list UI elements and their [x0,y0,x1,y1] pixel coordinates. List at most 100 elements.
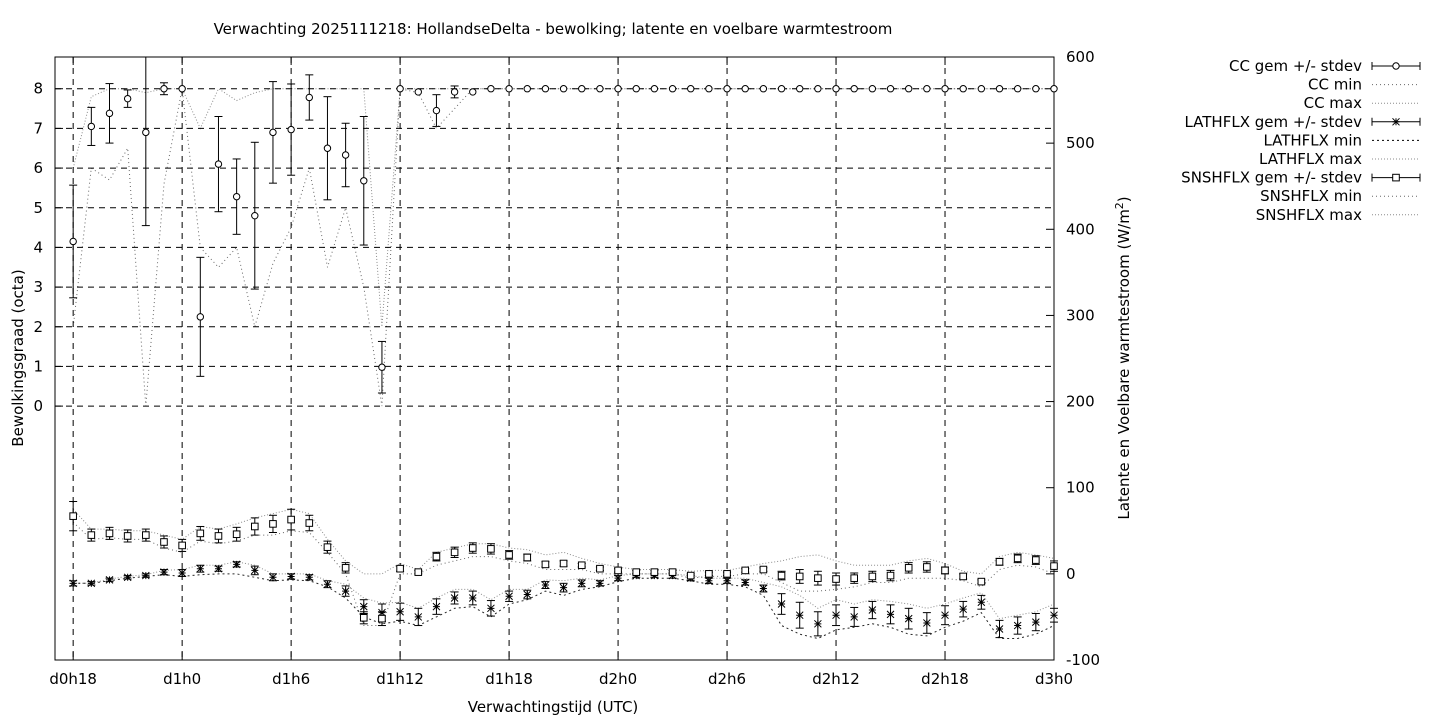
cc-mean-point [1013,85,1022,93]
y-right-axis-label-sup: 2 [1113,202,1126,209]
cc-mean-point [251,211,259,220]
lathflx-mean-point [269,573,277,582]
y-right-axis-label-main: Latente en Voelbare warmtestroom (W/m [1115,209,1133,519]
y-left-tick-label: 5 [33,199,43,217]
cc-mean-point [360,177,368,185]
lathflx-mean-point [832,611,840,620]
lathflx-mean-point [141,571,150,580]
cc-mean-point [178,85,186,93]
lathflx-mean-point [450,594,459,602]
cc-mean-point [469,88,477,96]
snshflx-mean-point [378,614,386,623]
lathflx-mean-point [323,580,332,589]
snshflx-mean-point [396,564,404,573]
cc-mean-point [196,313,205,321]
y-right-axis-label-end: ) [1115,196,1133,202]
lathflx-mean-point [523,590,532,599]
y-left-axis-label: Bewolkingsgraad (octa) [9,269,27,446]
x-tick-label: d1h12 [376,670,424,688]
lathflx-mean-point [814,619,822,628]
lathflx-mean-point [559,583,568,592]
snshflx-mean-point [541,560,550,569]
y-right-tick-label: 400 [1066,220,1095,238]
legend-label: SNSHFLX gem +/- stdev [1181,169,1362,187]
cc-mean-point [123,94,132,103]
x-tick-label: d3h0 [1035,670,1073,688]
snshflx-mean-point [650,568,659,576]
legend-label: SNSHFLX min [1260,187,1362,205]
lathflx-mean-point [105,576,114,584]
cc-mean-point [160,85,168,93]
x-tick-label: d1h0 [163,670,201,688]
cc-mean-point [341,151,350,159]
lathflx-mean-point [214,564,223,573]
lathflx-mean-point [196,564,205,573]
legend-label: LATHFLX min [1263,131,1362,149]
legend-label: CC gem +/- stdev [1229,57,1362,75]
snshflx-mean-point [886,571,895,580]
cc-mean-point [868,85,877,93]
legend-marker-square [1392,173,1400,182]
grid-horizontal [55,88,1054,407]
lathflx-mean-point [596,579,604,588]
cc-mean-point [1050,85,1058,93]
lathflx-mean-point [432,602,441,611]
lathflx-mean-point [232,560,241,569]
lathflx-mean-point [396,607,404,616]
snshflx-mean-point [523,553,532,562]
lathflx-mean-point [123,573,132,582]
x-axis-label: Verwachtingstijd (UTC) [468,698,639,716]
x-tick-label: d2h18 [921,670,969,688]
lathflx-mean-point [886,610,895,619]
snshflx-mean-point [995,557,1004,566]
cc-mean-point [87,122,96,131]
snshflx-mean-point [359,613,368,622]
cc-mean-point [886,85,895,93]
lathflx-mean-point [359,602,368,611]
legend-label: SNSHFLX max [1256,206,1362,224]
cc-mean-point [432,106,441,115]
snshflx-mean-point [323,543,332,551]
lathflx-mean-point [904,614,913,623]
cc-mean-point [396,85,404,93]
x-tick-label: d0h18 [49,670,97,688]
cc-mean-point [505,85,513,93]
cc-mean-point [269,128,277,137]
lathflx-mean-point [505,592,513,601]
lathflx-mean-point [995,625,1004,633]
snshflx-mean-point [287,515,295,524]
cc-mean-point [614,85,622,93]
cc-mean-point [777,85,786,93]
lathflx-mean-point [160,568,168,576]
cc-mean-point [487,85,495,93]
snshflx-mean-point [977,577,986,586]
snshflx-mean-point [269,520,277,528]
snshflx-mean-point [850,574,859,582]
snshflx-mean-point [214,532,223,540]
lathflx-mean-point [178,569,186,577]
snshflx-mean-point [941,566,949,575]
lathflx-mean-point [577,579,586,588]
snshflx-mean-point [923,563,931,571]
y-right-tick-label: 500 [1066,134,1095,152]
cc-mean-point [995,85,1004,93]
cc-mean-point [904,85,913,93]
cc-mean-point [814,85,822,93]
cc-mean-point [723,85,731,93]
y-right-tick-label: -100 [1066,651,1100,669]
lathflx-mean-point [941,611,949,620]
snshflx-mean-point [686,571,695,580]
snshflx-mean-point [868,572,877,581]
lathflx-mean-point [614,574,622,583]
cc-mean-point [796,85,804,93]
cc-mean-point [578,85,586,93]
snshflx-mean-point [123,532,132,540]
y-right-tick-label: 200 [1066,393,1095,411]
cc-max-line [72,87,1054,327]
snshflx-mean-point [487,545,495,553]
snshflx-mean-point [832,575,840,583]
y-left-tick-label: 3 [33,278,43,296]
y-left-tick-label: 6 [33,159,43,177]
